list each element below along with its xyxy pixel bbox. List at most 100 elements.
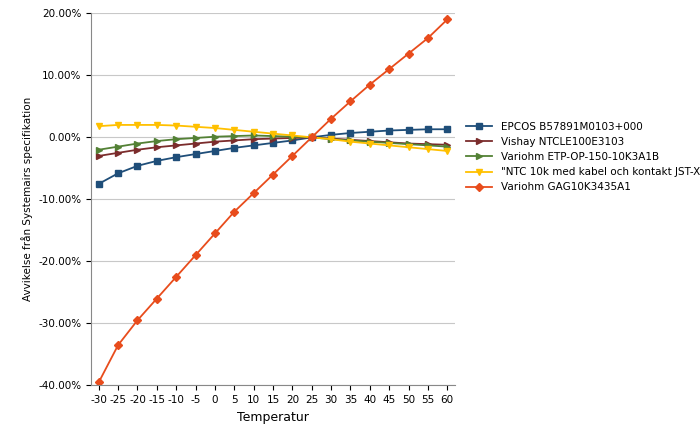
Variohm ETP-OP-150-10K3A1B xyxy=(172,136,181,142)
Variohm ETP-OP-150-10K3A1B xyxy=(307,135,316,140)
EPCOS B57891M0103+000 xyxy=(405,127,413,132)
EPCOS B57891M0103+000 xyxy=(269,140,277,146)
EPCOS B57891M0103+000 xyxy=(230,145,239,151)
"NTC 10k med kabel och kontakt JST-XH" xyxy=(114,122,122,128)
Variohm ETP-OP-150-10K3A1B xyxy=(365,139,374,144)
EPCOS B57891M0103+000 xyxy=(133,163,141,168)
"NTC 10k med kabel och kontakt JST-XH" xyxy=(327,136,335,142)
EPCOS B57891M0103+000 xyxy=(443,127,452,132)
Variohm ETP-OP-150-10K3A1B xyxy=(94,147,103,152)
"NTC 10k med kabel och kontakt JST-XH" xyxy=(288,133,297,138)
"NTC 10k med kabel och kontakt JST-XH" xyxy=(269,131,277,136)
EPCOS B57891M0103+000 xyxy=(288,138,297,143)
Variohm ETP-OP-150-10K3A1B xyxy=(424,143,432,148)
EPCOS B57891M0103+000 xyxy=(249,143,258,148)
"NTC 10k med kabel och kontakt JST-XH" xyxy=(405,144,413,150)
Line: "NTC 10k med kabel och kontakt JST-XH": "NTC 10k med kabel och kontakt JST-XH" xyxy=(96,122,450,154)
"NTC 10k med kabel och kontakt JST-XH" xyxy=(307,135,316,140)
Variohm GAG10K3435A1 xyxy=(385,66,393,72)
Vishay NTCLE100E3103 xyxy=(405,141,413,146)
Vishay NTCLE100E3103 xyxy=(94,153,103,159)
Vishay NTCLE100E3103 xyxy=(230,138,239,143)
Vishay NTCLE100E3103 xyxy=(133,147,141,152)
Variohm ETP-OP-150-10K3A1B xyxy=(269,133,277,139)
"NTC 10k med kabel och kontakt JST-XH" xyxy=(346,139,355,144)
Variohm GAG10K3435A1 xyxy=(405,51,413,56)
Variohm GAG10K3435A1 xyxy=(327,116,335,121)
Vishay NTCLE100E3103 xyxy=(307,135,316,140)
Variohm ETP-OP-150-10K3A1B xyxy=(133,141,141,146)
Vishay NTCLE100E3103 xyxy=(191,141,200,146)
Variohm GAG10K3435A1 xyxy=(211,231,219,236)
Variohm GAG10K3435A1 xyxy=(249,190,258,196)
Variohm ETP-OP-150-10K3A1B xyxy=(288,134,297,140)
Variohm ETP-OP-150-10K3A1B xyxy=(327,136,335,142)
EPCOS B57891M0103+000 xyxy=(94,181,103,187)
Variohm GAG10K3435A1 xyxy=(114,342,122,348)
Variohm GAG10K3435A1 xyxy=(269,172,277,177)
Line: Vishay NTCLE100E3103: Vishay NTCLE100E3103 xyxy=(96,135,450,159)
EPCOS B57891M0103+000 xyxy=(114,171,122,176)
"NTC 10k med kabel och kontakt JST-XH" xyxy=(94,124,103,129)
Variohm ETP-OP-150-10K3A1B xyxy=(346,138,355,143)
Y-axis label: Avvikelse från Systemairs specifikation: Avvikelse från Systemairs specifikation xyxy=(21,97,33,302)
Line: Variohm ETP-OP-150-10K3A1B: Variohm ETP-OP-150-10K3A1B xyxy=(96,133,450,152)
Line: Variohm GAG10K3435A1: Variohm GAG10K3435A1 xyxy=(96,17,450,385)
Vishay NTCLE100E3103 xyxy=(288,135,297,140)
Variohm ETP-OP-150-10K3A1B xyxy=(153,138,161,144)
Vishay NTCLE100E3103 xyxy=(153,144,161,150)
Vishay NTCLE100E3103 xyxy=(424,141,432,147)
Vishay NTCLE100E3103 xyxy=(249,136,258,142)
Variohm GAG10K3435A1 xyxy=(191,253,200,258)
Variohm GAG10K3435A1 xyxy=(365,82,374,87)
Vishay NTCLE100E3103 xyxy=(327,136,335,141)
EPCOS B57891M0103+000 xyxy=(346,130,355,136)
Variohm ETP-OP-150-10K3A1B xyxy=(211,134,219,140)
Variohm GAG10K3435A1 xyxy=(288,153,297,159)
"NTC 10k med kabel och kontakt JST-XH" xyxy=(230,127,239,132)
Variohm ETP-OP-150-10K3A1B xyxy=(443,144,452,149)
Variohm GAG10K3435A1 xyxy=(424,35,432,41)
"NTC 10k med kabel och kontakt JST-XH" xyxy=(191,124,200,129)
"NTC 10k med kabel och kontakt JST-XH" xyxy=(443,148,452,154)
Variohm GAG10K3435A1 xyxy=(153,296,161,301)
Variohm GAG10K3435A1 xyxy=(230,209,239,214)
Variohm GAG10K3435A1 xyxy=(94,380,103,385)
EPCOS B57891M0103+000 xyxy=(385,128,393,133)
Variohm ETP-OP-150-10K3A1B xyxy=(405,141,413,147)
EPCOS B57891M0103+000 xyxy=(153,158,161,163)
Variohm GAG10K3435A1 xyxy=(133,318,141,323)
Variohm GAG10K3435A1 xyxy=(346,99,355,104)
Vishay NTCLE100E3103 xyxy=(211,139,219,144)
Vishay NTCLE100E3103 xyxy=(443,142,452,148)
Variohm ETP-OP-150-10K3A1B xyxy=(230,133,239,139)
EPCOS B57891M0103+000 xyxy=(424,127,432,132)
Vishay NTCLE100E3103 xyxy=(385,140,393,145)
Variohm ETP-OP-150-10K3A1B xyxy=(114,144,122,149)
X-axis label: Temperatur: Temperatur xyxy=(237,411,309,424)
"NTC 10k med kabel och kontakt JST-XH" xyxy=(249,129,258,134)
Legend: EPCOS B57891M0103+000, Vishay NTCLE100E3103, Variohm ETP-OP-150-10K3A1B, "NTC 10: EPCOS B57891M0103+000, Vishay NTCLE100E3… xyxy=(462,117,700,197)
Vishay NTCLE100E3103 xyxy=(114,150,122,155)
EPCOS B57891M0103+000 xyxy=(327,132,335,137)
EPCOS B57891M0103+000 xyxy=(211,148,219,154)
Vishay NTCLE100E3103 xyxy=(172,143,181,148)
Vishay NTCLE100E3103 xyxy=(269,136,277,141)
Variohm GAG10K3435A1 xyxy=(172,274,181,280)
Variohm ETP-OP-150-10K3A1B xyxy=(249,133,258,138)
Variohm ETP-OP-150-10K3A1B xyxy=(385,140,393,146)
Line: EPCOS B57891M0103+000: EPCOS B57891M0103+000 xyxy=(96,127,450,187)
"NTC 10k med kabel och kontakt JST-XH" xyxy=(153,122,161,128)
"NTC 10k med kabel och kontakt JST-XH" xyxy=(385,143,393,148)
Vishay NTCLE100E3103 xyxy=(346,137,355,143)
EPCOS B57891M0103+000 xyxy=(307,135,316,140)
"NTC 10k med kabel och kontakt JST-XH" xyxy=(424,147,432,152)
Vishay NTCLE100E3103 xyxy=(365,138,374,144)
Variohm GAG10K3435A1 xyxy=(443,17,452,22)
Variohm GAG10K3435A1 xyxy=(307,135,316,140)
EPCOS B57891M0103+000 xyxy=(172,155,181,160)
"NTC 10k med kabel och kontakt JST-XH" xyxy=(211,125,219,131)
EPCOS B57891M0103+000 xyxy=(191,152,200,157)
"NTC 10k med kabel och kontakt JST-XH" xyxy=(172,123,181,128)
"NTC 10k med kabel och kontakt JST-XH" xyxy=(133,122,141,128)
